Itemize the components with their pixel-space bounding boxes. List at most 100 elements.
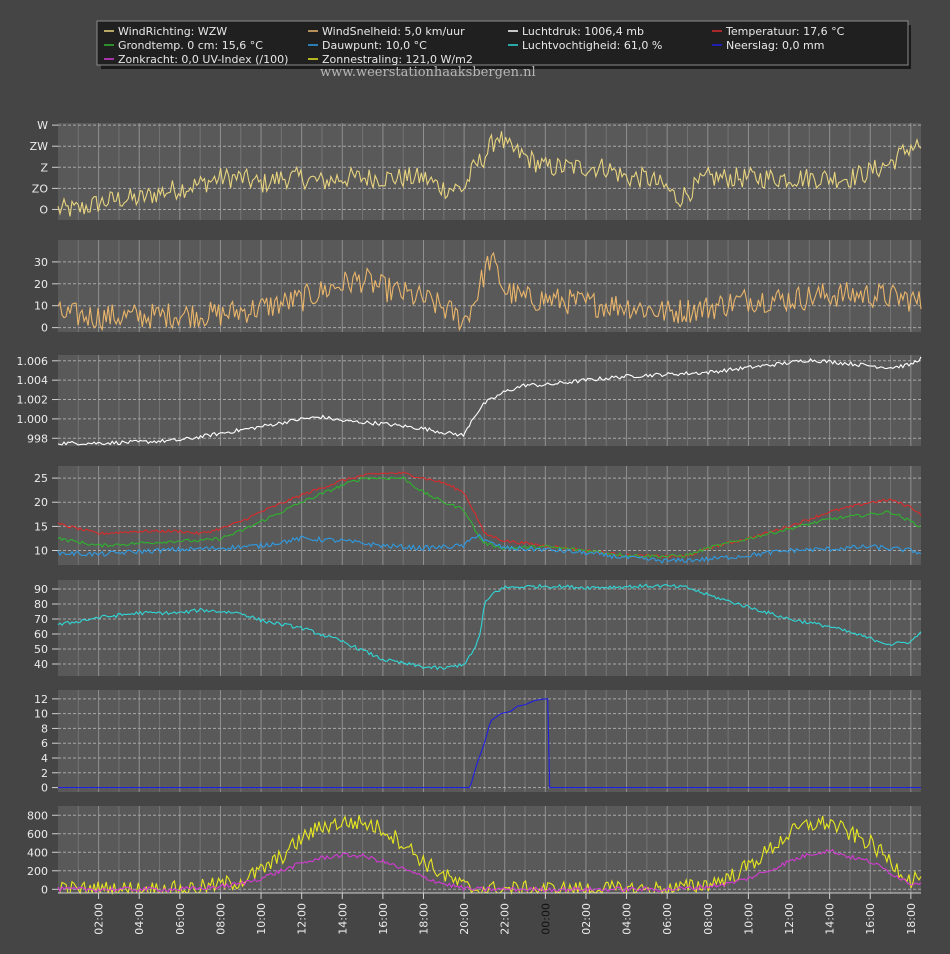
legend-label: Neerslag: 0,0 mm — [726, 39, 824, 52]
x-tick-label: 08:00 — [214, 903, 227, 935]
y-tick-label: 30 — [34, 256, 48, 269]
legend-label: Luchtdruk: 1006,4 mb — [522, 25, 644, 38]
x-tick-label: 16:00 — [377, 903, 390, 935]
y-tick-label: 90 — [34, 583, 48, 596]
x-tick-label: 12:00 — [783, 903, 796, 935]
y-tick-label: 800 — [27, 809, 48, 822]
legend-item: Zonnestraling: 121,0 W/m2 — [308, 53, 473, 66]
legend: WindRichting: WZW WindSnelheid: 5,0 km/uu… — [96, 20, 911, 69]
y-tick-label: O — [39, 203, 48, 216]
legend-label: Luchtvochtigheid: 61,0 % — [522, 39, 662, 52]
x-tick-label: 10:00 — [255, 903, 268, 935]
legend-item: WindSnelheid: 5,0 km/uur — [308, 25, 465, 38]
x-tick-label: 14:00 — [824, 903, 837, 935]
panel-rain: 12 108 6 4 2 0 — [34, 690, 921, 795]
legend-box — [96, 20, 909, 66]
y-tick-label: 10 — [34, 708, 48, 721]
panel-background — [58, 355, 921, 446]
y-tick-label: 1.002 — [17, 394, 49, 407]
x-tick-label: 02:00 — [93, 903, 106, 935]
y-tick-label: 2 — [41, 767, 48, 780]
legend-item: Zonkracht: 0,0 UV-Index (/100) — [104, 53, 288, 66]
panel-humidity: 90 80 70 60 50 40 — [34, 580, 922, 676]
y-tick-label: 6 — [41, 737, 48, 750]
series-line-solar-0 — [58, 815, 922, 896]
y-tick-label: W — [37, 119, 48, 132]
y-tick-label: 12 — [34, 693, 48, 706]
y-tick-label: 50 — [34, 643, 48, 656]
legend-label: Temperatuur: 17,6 °C — [725, 25, 845, 38]
panel-background — [58, 806, 921, 893]
x-tick-label: 18:00 — [905, 903, 918, 935]
series-line-wind-speed-0 — [57, 251, 922, 332]
legend-label: Zonnestraling: 121,0 W/m2 — [322, 53, 473, 66]
legend-label: Zonkracht: 0,0 UV-Index (/100) — [118, 53, 288, 66]
legend-label: Dauwpunt: 10,0 °C — [322, 39, 427, 52]
series-line-temperature-0 — [57, 471, 922, 559]
x-tick-label: 02:00 — [580, 903, 593, 935]
x-tick-label: 18:00 — [418, 903, 431, 935]
legend-item: Luchtvochtigheid: 61,0 % — [508, 39, 662, 52]
series-line-temperature-2 — [57, 533, 922, 564]
legend-label: WindSnelheid: 5,0 km/uur — [322, 25, 465, 38]
panel-background — [58, 123, 921, 220]
y-tick-label: 40 — [34, 658, 48, 671]
y-tick-label: 20 — [34, 496, 48, 509]
x-tick-label: 00:00 — [539, 903, 552, 935]
panels: WZWZZOO30201001.0061.0041.0021.000998252… — [17, 119, 922, 896]
x-tick-label: 14:00 — [336, 903, 349, 935]
series-line-pressure-0 — [57, 356, 922, 446]
y-tick-label: 60 — [34, 628, 48, 641]
legend-label: WindRichting: WZW — [118, 25, 227, 38]
x-tick-label: 06:00 — [174, 903, 187, 935]
x-tick-label: 04:00 — [133, 903, 146, 935]
y-tick-label: ZW — [30, 140, 49, 153]
y-tick-label: Z — [40, 161, 48, 174]
legend-item: Neerslag: 0,0 mm — [712, 39, 824, 52]
y-tick-label: 200 — [27, 865, 48, 878]
y-tick-label: 70 — [34, 613, 48, 626]
panel-pressure: 1.006 1.004 1.002 1.000 998 — [17, 355, 922, 446]
y-tick-label: 25 — [34, 472, 48, 485]
panel-background — [58, 580, 921, 676]
x-tick-label: 22:00 — [499, 903, 512, 935]
y-tick-label: 0 — [41, 883, 48, 896]
y-tick-label: 1.000 — [17, 413, 49, 426]
series-line-temperature-1 — [57, 476, 922, 559]
series-line-rain-0 — [58, 698, 921, 789]
series-line-wind-direction-0 — [57, 131, 922, 217]
y-tick-label: 15 — [34, 520, 48, 533]
x-tick-label: 16:00 — [864, 903, 877, 935]
series-line-solar-1 — [57, 848, 922, 893]
y-tick-label: 998 — [27, 432, 48, 445]
legend-label: Grondtemp. 0 cm: 15,6 °C — [118, 39, 263, 52]
panel-solar: 800 600 400 200 0 — [27, 806, 922, 896]
legend-items: WindRichting: WZW WindSnelheid: 5,0 km/uu… — [104, 25, 845, 66]
y-tick-label: 1.004 — [17, 374, 49, 387]
x-tick-label: 04:00 — [621, 903, 634, 935]
y-tick-label: ZO — [32, 182, 49, 195]
y-tick-label: 10 — [34, 300, 48, 313]
y-tick-label: 600 — [27, 828, 48, 841]
y-tick-label: 10 — [34, 545, 48, 558]
y-tick-label: 1.006 — [17, 355, 49, 368]
y-tick-label: 4 — [41, 752, 48, 765]
legend-item: WindRichting: WZW — [104, 25, 227, 38]
x-tick-label: 20:00 — [458, 903, 471, 935]
time-axis: 02:00 04:00 06:00 08:00 10:00 12:00 14:00 16:00… — [58, 892, 921, 935]
legend-item: Dauwpunt: 10,0 °C — [308, 39, 427, 52]
panel-wind-direction: W ZW Z ZO O — [30, 119, 922, 220]
y-tick-label: 0 — [41, 782, 48, 795]
series-line-humidity-0 — [57, 583, 922, 671]
legend-item: Grondtemp. 0 cm: 15,6 °C — [104, 39, 263, 52]
panel-wind-speed: 30 20 10 0 — [34, 240, 922, 335]
y-tick-label: 400 — [27, 846, 48, 859]
legend-item: Temperatuur: 17,6 °C — [712, 25, 845, 38]
x-tick-label: 08:00 — [702, 903, 715, 935]
y-tick-label: 8 — [41, 722, 48, 735]
legend-item: Luchtdruk: 1006,4 mb — [508, 25, 644, 38]
panel-background — [58, 690, 921, 792]
x-tick-label: 12:00 — [296, 903, 309, 935]
